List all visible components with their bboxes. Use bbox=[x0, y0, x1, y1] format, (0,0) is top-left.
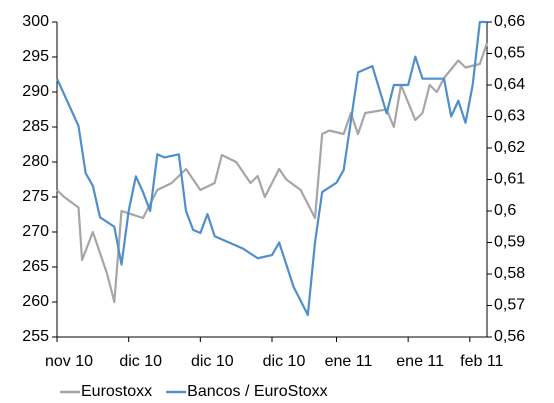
x-tick-label: dic 10 bbox=[119, 353, 162, 370]
y-tick-label: 300 bbox=[22, 13, 49, 30]
y2-tick-label: 0,64 bbox=[494, 76, 525, 93]
x-tick-label: nov 10 bbox=[45, 353, 93, 370]
legend-label: Eurostoxx bbox=[81, 383, 152, 400]
y2-tick-label: 0,66 bbox=[494, 13, 525, 30]
y2-tick-label: 0,62 bbox=[494, 139, 525, 156]
x-tick-label: feb 11 bbox=[460, 353, 503, 370]
y-tick-label: 255 bbox=[22, 328, 49, 345]
y-tick-label: 285 bbox=[22, 118, 49, 135]
y2-tick-label: 0,61 bbox=[494, 171, 525, 188]
series-line bbox=[55, 20, 487, 317]
y-tick-label: 290 bbox=[22, 83, 49, 100]
y-tick-label: 275 bbox=[22, 188, 49, 205]
x-tick-label: dic 10 bbox=[263, 353, 306, 370]
y2-tick-label: 0,57 bbox=[494, 297, 525, 314]
y2-tick-label: 0,58 bbox=[494, 265, 525, 282]
x-tick-label: ene 11 bbox=[396, 353, 444, 370]
y2-tick-label: 0,63 bbox=[494, 108, 525, 125]
y-tick-label: 260 bbox=[22, 293, 49, 310]
y-tick-label: 265 bbox=[22, 258, 49, 275]
y-tick-label: 280 bbox=[22, 153, 49, 170]
y2-tick-label: 0,6 bbox=[494, 202, 516, 219]
y-tick-label: 295 bbox=[22, 48, 49, 65]
x-tick-label: dic 10 bbox=[191, 353, 234, 370]
legend-label: Bancos / EuroStoxx bbox=[187, 383, 328, 400]
x-tick-label: ene 11 bbox=[325, 353, 373, 370]
y2-tick-label: 0,59 bbox=[494, 234, 525, 251]
y2-tick-label: 0,56 bbox=[494, 328, 525, 345]
series-line bbox=[56, 42, 489, 304]
y2-tick-label: 0,65 bbox=[494, 45, 525, 62]
y-tick-label: 270 bbox=[22, 223, 49, 240]
